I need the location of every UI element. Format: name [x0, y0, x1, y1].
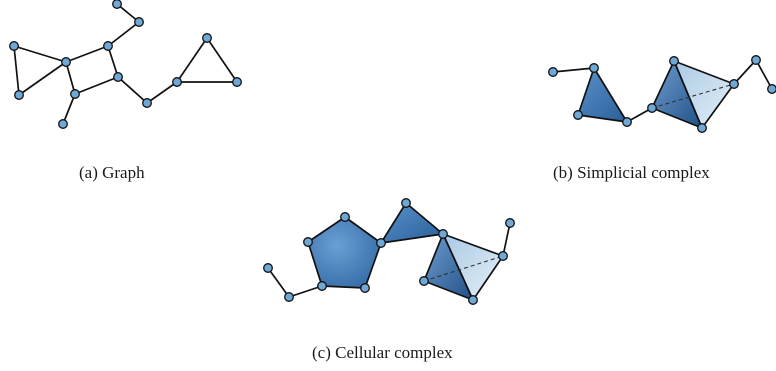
cell-node: [401, 198, 411, 208]
simplex-node: [647, 103, 657, 113]
tetra-hidden-edge: [651, 83, 735, 109]
simplex-node: [729, 79, 739, 89]
graph-edge: [62, 93, 76, 125]
simplex-node: [669, 56, 679, 66]
graph-node: [142, 98, 152, 108]
cellular-complex-diagram: (c) Cellular complex: [263, 198, 515, 362]
graph-node: [202, 33, 212, 43]
graph-node: [9, 41, 19, 51]
graph-node: [134, 17, 144, 27]
cell-node: [498, 251, 508, 261]
simplex-node: [751, 55, 761, 65]
simplex-node: [767, 84, 776, 94]
graph-diagram: (a) Graph: [9, 0, 242, 182]
cell-node: [505, 218, 515, 228]
graph-edge: [65, 61, 76, 95]
caption-cellular: (c) Cellular complex: [312, 343, 453, 362]
tetra-face-front: [651, 60, 703, 129]
simplex-node: [622, 117, 632, 127]
simplex-node: [548, 67, 558, 77]
caption-simplicial: (b) Simplicial complex: [553, 163, 710, 182]
graph-node: [58, 119, 68, 129]
graph-edge: [107, 45, 119, 78]
cell-node: [263, 263, 273, 273]
graph-edge: [117, 76, 148, 104]
triangle-cell: [380, 202, 444, 244]
graph-node: [232, 77, 242, 87]
cell-edge: [288, 285, 323, 298]
cell-node: [376, 238, 386, 248]
cell-node: [284, 292, 294, 302]
cell-edge: [267, 267, 290, 298]
simplex-edge: [552, 67, 595, 73]
simplex-triangle: [577, 67, 628, 123]
simplex-edge: [733, 59, 757, 85]
simplex-edge: [755, 59, 773, 90]
graph-edge: [65, 45, 109, 63]
graph-edge: [107, 21, 140, 47]
graph-edge: [13, 45, 20, 96]
cell-edge: [502, 222, 511, 257]
graph-edge: [13, 45, 67, 63]
graph-edges: [13, 3, 238, 125]
graph-edge: [176, 37, 208, 83]
graph-edge: [146, 81, 178, 104]
graph-edge: [18, 61, 67, 96]
graph-node: [103, 41, 113, 51]
graph-node: [14, 90, 24, 100]
cell-node: [419, 276, 429, 286]
graph-edge: [206, 37, 238, 83]
simplex-node: [589, 63, 599, 73]
simplex-node: [697, 123, 707, 133]
cell-node: [438, 229, 448, 239]
graph-node: [70, 89, 80, 99]
cell-node: [340, 212, 350, 222]
graph-node: [172, 77, 182, 87]
graph-nodes: [9, 0, 242, 129]
simplicial-complex-diagram: (b) Simplicial complex: [548, 55, 776, 182]
graph-node: [113, 72, 123, 82]
graph-edge: [74, 76, 119, 95]
cell-node: [360, 283, 370, 293]
tetra-cell-front: [423, 233, 474, 301]
graph-node: [61, 57, 71, 67]
cell-node: [303, 237, 313, 247]
caption-graph: (a) Graph: [79, 163, 145, 182]
cell-node: [317, 281, 327, 291]
pentagon-cell: [307, 216, 382, 289]
graph-node: [112, 0, 122, 9]
simplex-node: [573, 110, 583, 120]
cell-node: [468, 295, 478, 305]
